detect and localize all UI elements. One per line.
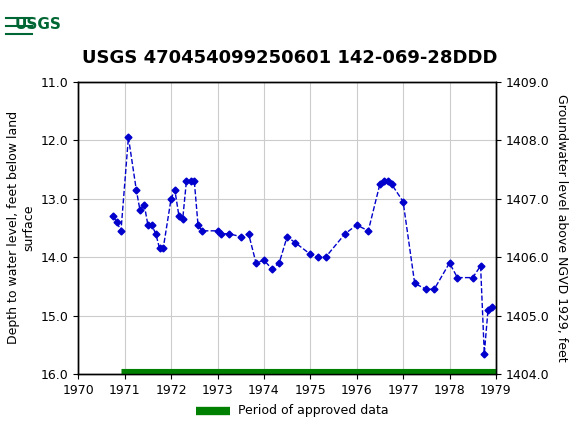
Y-axis label: Depth to water level, feet below land
surface: Depth to water level, feet below land su…	[7, 111, 35, 344]
Text: Period of approved data: Period of approved data	[238, 404, 389, 417]
Y-axis label: Groundwater level above NGVD 1929, feet: Groundwater level above NGVD 1929, feet	[555, 94, 568, 362]
Text: USGS 470454099250601 142-069-28DDD: USGS 470454099250601 142-069-28DDD	[82, 49, 498, 67]
Text: USGS: USGS	[14, 17, 61, 32]
FancyBboxPatch shape	[6, 5, 75, 46]
